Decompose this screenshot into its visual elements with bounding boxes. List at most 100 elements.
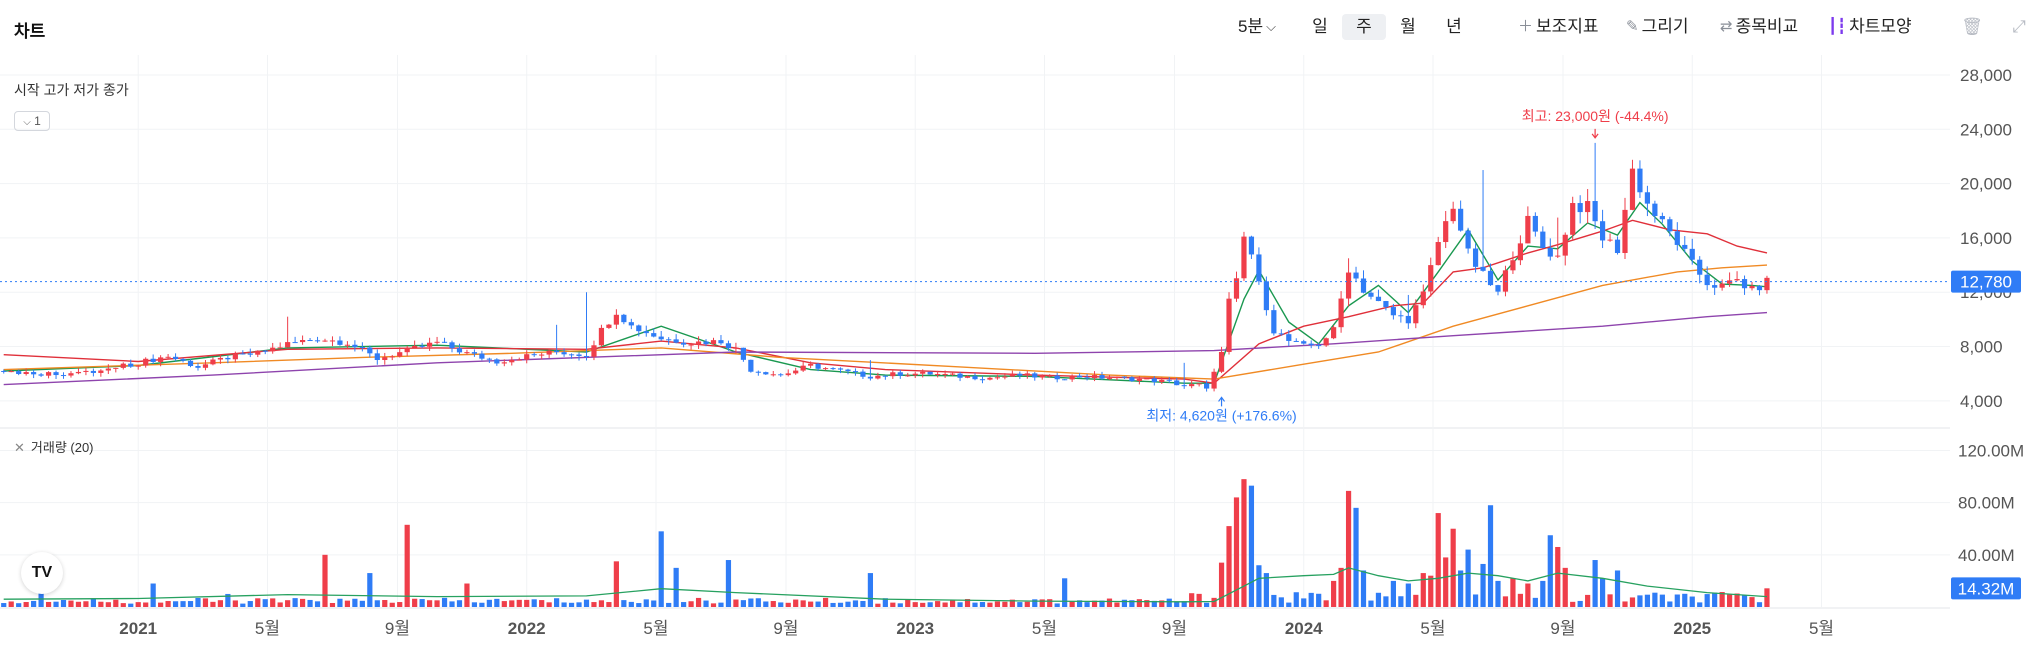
candle-body	[897, 372, 903, 376]
volume-bar	[1039, 599, 1045, 607]
candle-body	[120, 363, 126, 368]
tradingview-logo[interactable]: TV	[21, 552, 63, 594]
volume-bar	[314, 601, 321, 607]
volume-bar	[1607, 594, 1613, 607]
volume-bar	[1719, 592, 1725, 607]
expand-icon[interactable]: ⤢	[2012, 17, 2026, 36]
candle-body	[949, 373, 956, 375]
candle-body	[1465, 230, 1471, 249]
trash-icon[interactable]: 🗑︎	[1961, 17, 1983, 36]
candle-body	[1652, 203, 1658, 217]
period-tab-year[interactable]: 년	[1432, 14, 1476, 40]
price-tick-label: 8,000	[1960, 338, 2003, 357]
volume-bar	[1562, 567, 1568, 607]
candle-body	[1741, 279, 1748, 289]
candle-body	[778, 374, 784, 376]
candle-body	[755, 371, 761, 373]
volume-legend-label: 거래량 (20)	[30, 440, 94, 455]
candle-body	[1032, 373, 1038, 378]
candle-body	[606, 324, 612, 328]
volume-bar	[98, 601, 104, 607]
volume-bar	[1547, 535, 1553, 607]
volume-bar	[1756, 602, 1763, 607]
candle-body	[1659, 216, 1665, 220]
close-icon[interactable]: ✕	[14, 440, 25, 455]
volume-bar	[419, 599, 425, 607]
volume-bar	[1189, 593, 1195, 607]
volume-bar	[1144, 600, 1150, 607]
period-tab-week[interactable]: 주	[1342, 14, 1386, 40]
candle-body	[1159, 379, 1165, 383]
volume-bar	[755, 598, 761, 607]
volume-bar	[509, 600, 515, 607]
volume-bar	[740, 600, 746, 607]
volume-bar	[890, 602, 896, 607]
volume-bar	[1629, 597, 1636, 607]
volume-bar	[1689, 596, 1695, 607]
candle-body	[905, 375, 911, 377]
volume-bar	[367, 573, 373, 607]
candle-body	[1301, 341, 1307, 344]
candle-body	[748, 359, 754, 372]
candle-body	[1637, 168, 1643, 193]
candle-body	[681, 342, 687, 345]
last-volume-tag	[1951, 577, 2021, 600]
period-tab-day[interactable]: 일	[1298, 14, 1342, 40]
candle-body	[1233, 278, 1240, 299]
volume-bar	[158, 602, 164, 607]
volume-bar	[262, 599, 268, 607]
drawing-button[interactable]: ✎ 그리기	[1626, 14, 1689, 40]
candle-body	[1495, 285, 1501, 292]
volume-bar	[1218, 562, 1225, 607]
volume-bar	[1487, 505, 1494, 607]
candle-body	[1375, 296, 1382, 302]
volume-bar	[1577, 600, 1583, 607]
candle-body	[785, 373, 791, 376]
volume-bar	[83, 601, 89, 607]
candle-body	[501, 362, 507, 364]
volume-bar	[793, 599, 799, 607]
candle-body	[1204, 383, 1210, 389]
candle-body	[591, 345, 597, 357]
candle-body	[314, 340, 321, 342]
volume-bar	[1555, 546, 1561, 607]
candle-body	[434, 341, 440, 343]
volume-bar	[1510, 578, 1516, 607]
drawing-label: 그리기	[1641, 17, 1689, 36]
legend-collapse-toggle[interactable]: ⌵ 1	[14, 111, 50, 131]
volume-bar	[1540, 580, 1546, 607]
volume-bar	[1278, 597, 1284, 607]
chart-style-button[interactable]: ┃┇ 차트모양	[1828, 14, 1912, 40]
candle-body	[1704, 274, 1710, 286]
volume-bar	[120, 603, 126, 607]
compare-button[interactable]: ⇄ 종목비교	[1720, 14, 1798, 40]
volume-bar	[845, 601, 851, 607]
volume-bar	[905, 599, 911, 607]
candle-body	[449, 342, 455, 349]
volume-bar	[75, 601, 82, 607]
candle-body	[1144, 378, 1150, 380]
volume-bar	[1211, 597, 1217, 607]
volume-bar	[1614, 570, 1621, 607]
volume-bar	[554, 598, 560, 607]
candle-body	[1667, 219, 1673, 232]
volume-bar	[1458, 570, 1464, 607]
interval-dropdown[interactable]: 5분 ⌵	[1238, 14, 1276, 40]
volume-bar	[718, 602, 724, 607]
candle-body	[1308, 343, 1314, 346]
volume-bar	[979, 602, 986, 607]
volume-bar	[785, 602, 791, 607]
volume-bar	[1764, 588, 1770, 607]
indicator-button[interactable]: ＋ 보조지표	[1518, 14, 1599, 40]
volume-bar	[994, 601, 1001, 607]
candle-body	[180, 359, 186, 361]
period-tab-month[interactable]: 월	[1386, 14, 1430, 40]
last-volume-label: 14.32M	[1958, 579, 2015, 598]
volume-tick-label: 120.00M	[1958, 441, 2024, 460]
candle-body	[658, 336, 664, 340]
volume-bar	[666, 602, 672, 607]
candle-body	[1166, 379, 1172, 381]
candle-body	[1054, 375, 1060, 380]
volume-bar	[628, 601, 634, 607]
